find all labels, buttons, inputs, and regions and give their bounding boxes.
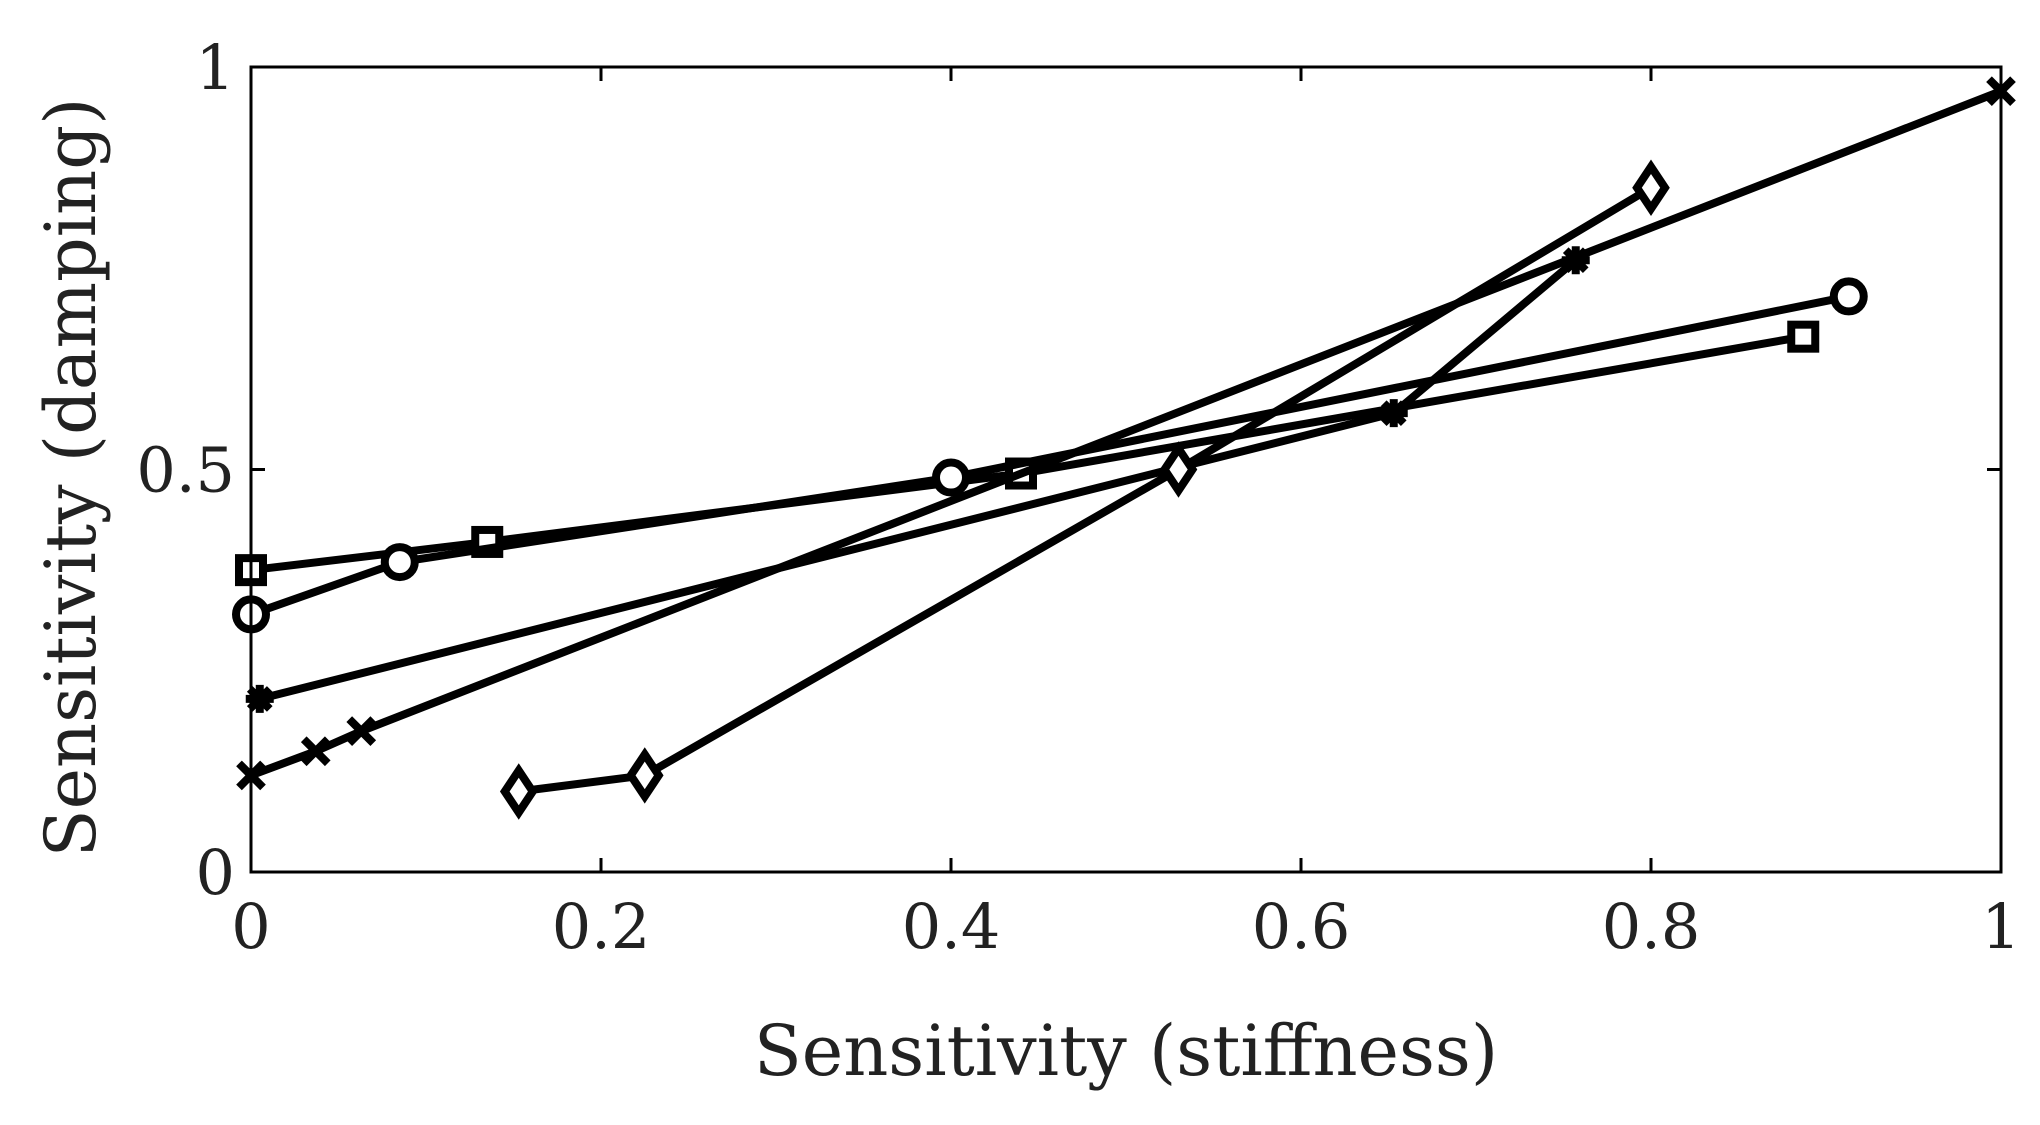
- asterisk-marker: [1379, 399, 1408, 428]
- series-square: [235, 320, 1820, 587]
- x-tick-label: 0.2: [552, 890, 651, 963]
- x-tick-label: 0.6: [1252, 890, 1351, 963]
- circle-marker: [1829, 277, 1868, 316]
- y-tick-label: 0: [196, 836, 235, 909]
- series-circle: [232, 277, 1868, 634]
- x-tick-label: 0.8: [1602, 890, 1701, 963]
- diamond-marker: [499, 763, 538, 820]
- asterisk-marker: [245, 684, 274, 713]
- series-diamond: [499, 159, 1670, 820]
- diamond-marker: [1632, 159, 1670, 216]
- x-tick-label: 0: [231, 890, 270, 963]
- diamond-marker: [1159, 441, 1198, 498]
- series-line-diamond: [514, 183, 1655, 796]
- x-tick-label: 0.4: [902, 890, 1001, 963]
- plot-frame: [249, 65, 2003, 874]
- tick-layer: 0 0.2 0.4 0.6 0.8 1 0 0.5 1: [136, 31, 2020, 963]
- series-cross: [236, 76, 2016, 791]
- x-axis-title: Sensitivity (stiffness): [754, 1010, 1498, 1092]
- y-tick-label: 0.5: [136, 434, 235, 507]
- diamond-marker: [625, 747, 664, 804]
- circle-marker: [380, 543, 419, 582]
- cross-marker: [300, 736, 331, 767]
- cross-marker: [346, 716, 377, 746]
- data-layer: [232, 76, 2016, 820]
- square-marker: [1787, 320, 1820, 353]
- circle-marker: [932, 458, 970, 497]
- series-line-circle: [247, 292, 1853, 619]
- y-axis-title: Sensitivity (damping): [30, 98, 112, 858]
- x-tick-label: 1: [1981, 890, 2020, 963]
- y-tick-label: 1: [196, 31, 235, 104]
- series-line-cross: [247, 87, 2005, 780]
